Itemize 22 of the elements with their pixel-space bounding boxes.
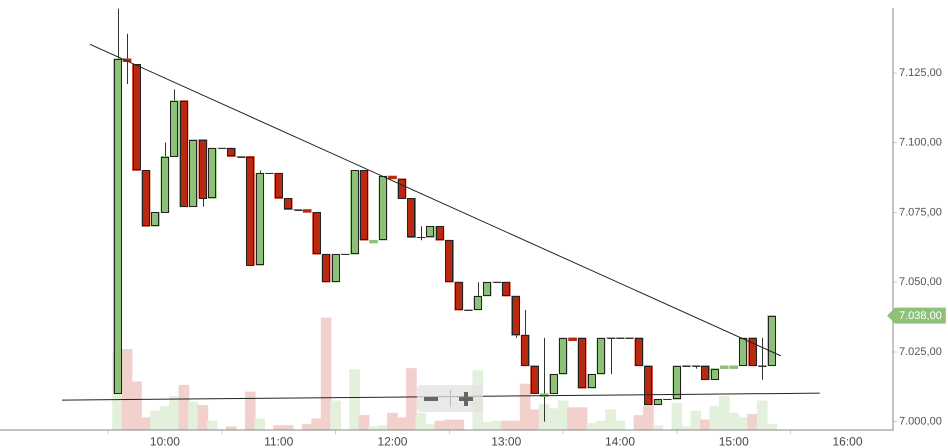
- x-tick-label: 16:00: [832, 434, 863, 448]
- y-tick-label: 7.125,00: [899, 66, 942, 79]
- y-tick-label: 7.075,00: [899, 206, 942, 218]
- y-tick-label: 7.025,00: [899, 346, 942, 358]
- x-tick-label: 15:00: [718, 434, 750, 448]
- y-tick-label: 7.100,00: [899, 136, 942, 149]
- x-tick-label: 14:00: [604, 434, 636, 448]
- x-tick-label: 12:00: [377, 434, 408, 448]
- bar: [349, 369, 360, 430]
- bar: [207, 420, 218, 430]
- bar: [198, 405, 208, 430]
- y-tick-label: 7.050,00: [899, 276, 942, 288]
- y-tick-label: 7.000,00: [899, 416, 942, 428]
- bar: [652, 425, 664, 430]
- bar: [254, 418, 266, 430]
- x-tick-label: 11:00: [264, 434, 294, 448]
- x-tick-label: 13:00: [491, 434, 522, 448]
- bar: [330, 400, 341, 430]
- bar: [358, 415, 370, 430]
- x-tick-label: 10:00: [150, 434, 180, 448]
- text: 7.038,00: [899, 310, 942, 322]
- bar: [244, 392, 256, 430]
